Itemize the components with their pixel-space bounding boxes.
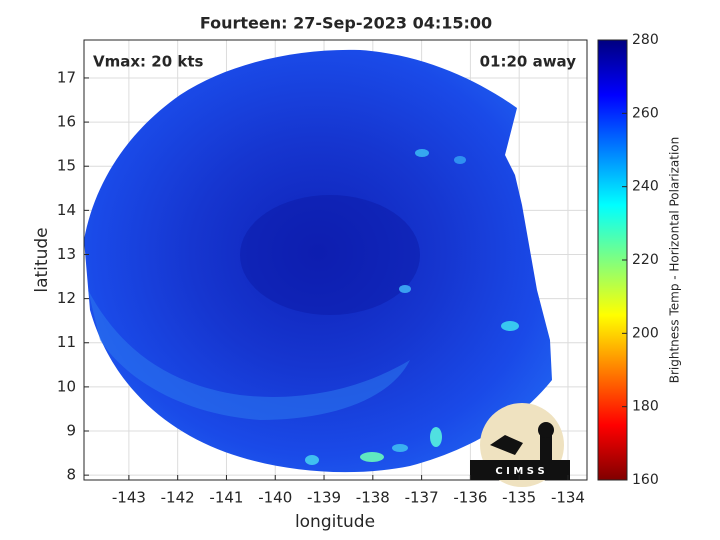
chart-title: Fourteen: 27-Sep-2023 04:15:00: [200, 14, 492, 33]
y-tick-label: 17: [57, 68, 76, 86]
spot: [501, 321, 519, 331]
spot: [399, 285, 411, 293]
y-tick-label: 16: [57, 113, 76, 131]
logo-text: C I M S S: [495, 466, 544, 477]
spot: [430, 427, 442, 447]
x-tick-label: -134: [551, 489, 585, 507]
y-tick-label: 15: [57, 157, 76, 175]
colorbar-tick-label: 160: [632, 472, 659, 488]
y-tick-label: 12: [57, 289, 76, 307]
y-tick-label: 13: [57, 245, 76, 263]
x-tick-label: -136: [453, 489, 487, 507]
colorbar-tick-label: 280: [632, 32, 659, 48]
y-tick-label: 9: [66, 422, 76, 440]
x-tick-label: -140: [258, 489, 292, 507]
spot: [360, 452, 384, 462]
plot-frame: [83, 39, 588, 481]
x-tick-label: -135: [502, 489, 536, 507]
warm-band: [88, 290, 410, 420]
core: [240, 195, 420, 315]
colorbar-tick-label: 200: [632, 325, 659, 341]
spot: [392, 444, 408, 452]
x-axis-label: longitude: [295, 512, 375, 532]
x-tick-label: -137: [405, 489, 439, 507]
spot: [415, 149, 429, 157]
spot: [454, 156, 466, 164]
x-tick-label: -138: [356, 489, 390, 507]
y-tick-label: 8: [66, 466, 76, 484]
colorbar-tick-label: 240: [632, 179, 659, 195]
colorbar-tick-label: 180: [632, 399, 659, 415]
x-tick-label: -141: [209, 489, 243, 507]
y-tick-label: 11: [57, 333, 76, 351]
annotation: Vmax: 20 kts: [93, 53, 203, 71]
x-tick-label: -143: [112, 489, 146, 507]
spot: [305, 455, 319, 465]
x-tick-label: -139: [307, 489, 341, 507]
colorbar-tick-label: 260: [632, 105, 659, 121]
annotation: 01:20 away: [480, 53, 577, 71]
swath-image: [84, 49, 552, 473]
x-tick-label: -142: [161, 489, 195, 507]
colorbar-tick-label: 220: [632, 252, 659, 268]
y-tick-label: 10: [57, 377, 76, 395]
y-tick-label: 14: [57, 201, 76, 219]
y-axis-label: latitude: [32, 227, 52, 292]
logo: C I M S S: [470, 403, 570, 487]
colorbar-label: Brightness Temp - Horizontal Polarizatio…: [668, 137, 682, 384]
